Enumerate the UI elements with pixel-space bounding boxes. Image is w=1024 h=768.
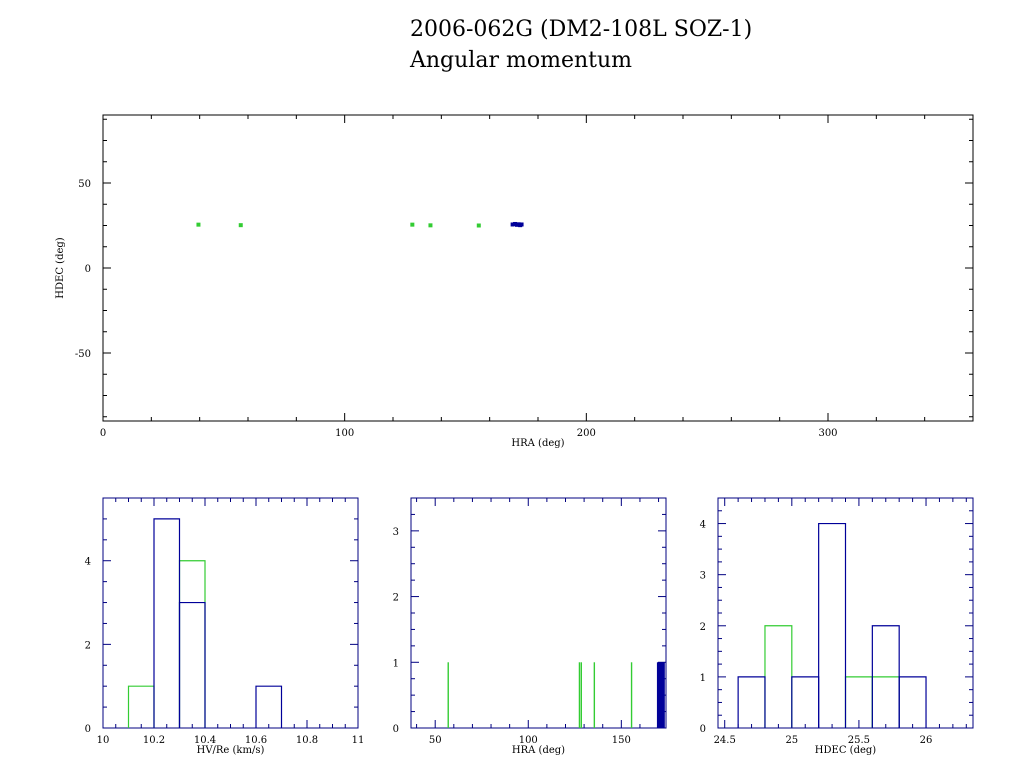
histogram-bar-blue — [737, 676, 766, 728]
title-block: 2006-062G (DM2-108L SOZ-1) Angular momen… — [410, 14, 752, 76]
y-tick-label: 0 — [393, 724, 399, 735]
x-tick-label: 0 — [100, 428, 106, 439]
x-tick-label: 25 — [785, 735, 798, 746]
y-tick-label: 3 — [700, 571, 706, 582]
x-axis-label: HV/Re (km/s) — [197, 745, 265, 756]
y-tick-label: 0 — [85, 264, 91, 275]
panel-0: 0 100 200 300 -50 0 50 HRA (deg) HDEC (deg) — [55, 114, 974, 449]
scatter-point-green — [428, 223, 433, 228]
plot-frame — [102, 114, 974, 422]
panel-3: 24.5 25 25.5 26 0 1 2 3 4 HDEC (deg) — [700, 497, 974, 756]
scatter-point-green — [476, 223, 481, 228]
x-tick-label: 10.2 — [143, 735, 165, 746]
x-tick-label: 100 — [519, 735, 538, 746]
x-axis-label: HRA (deg) — [511, 438, 564, 449]
panel-2: 50 100 150 0 1 2 3 HRA (deg) — [393, 497, 667, 756]
y-tick-label: -50 — [75, 349, 91, 360]
x-tick-label: 11 — [352, 735, 365, 746]
chart-title: 2006-062G (DM2-108L SOZ-1) — [410, 17, 753, 42]
x-tick-label: 150 — [612, 735, 631, 746]
x-tick-label: 26 — [920, 735, 933, 746]
scatter-point-green — [238, 223, 243, 228]
x-tick-label: 200 — [577, 428, 596, 439]
histogram-bar-blue — [791, 676, 820, 728]
plot-frame — [410, 497, 667, 729]
x-tick-label: 24.5 — [714, 735, 736, 746]
x-tick-label: 25.5 — [848, 735, 870, 746]
x-axis-label: HDEC (deg) — [815, 745, 876, 756]
y-axis-label: HDEC (deg) — [55, 237, 66, 298]
x-tick-label: 300 — [818, 428, 837, 439]
scatter-point-green — [410, 222, 415, 227]
panel-1: 10 10.2 10.4 10.6 10.8 11 0 2 4 HV/Re (km/s) — [85, 497, 365, 756]
y-tick-label: 0 — [700, 724, 706, 735]
y-tick-label: 4 — [700, 520, 706, 531]
x-tick-label: 50 — [429, 735, 442, 746]
x-tick-label: 10.4 — [194, 735, 216, 746]
y-tick-label: 2 — [393, 593, 399, 604]
histogram-bar-blue — [898, 676, 927, 728]
x-axis-label: HRA (deg) — [512, 745, 565, 756]
x-tick-label: 100 — [335, 428, 354, 439]
x-tick-label: 10 — [97, 735, 110, 746]
y-tick-label: 50 — [78, 179, 91, 190]
y-tick-label: 0 — [85, 724, 91, 735]
plot-frame — [102, 497, 359, 729]
y-tick-label: 1 — [393, 658, 399, 669]
x-tick-label: 10.8 — [296, 735, 318, 746]
y-tick-label: 1 — [700, 673, 706, 684]
scatter-point-blue — [519, 222, 524, 227]
histogram-bar-green — [871, 676, 900, 728]
histogram-bar-blue — [178, 601, 206, 728]
histogram-bar-blue — [153, 518, 181, 728]
histogram-bar-blue — [818, 522, 847, 728]
y-tick-label: 2 — [700, 622, 706, 633]
scatter-point-blue — [510, 222, 515, 227]
y-tick-label: 3 — [393, 527, 399, 538]
x-tick-label: 10.6 — [245, 735, 267, 746]
histogram-bar-green — [764, 625, 793, 728]
histogram-bar-green — [178, 560, 206, 728]
histogram-bar-blue — [255, 685, 283, 728]
y-tick-label: 2 — [85, 640, 91, 651]
histogram-bar-green — [127, 685, 155, 728]
scatter-point-green — [196, 222, 201, 227]
y-tick-label: 4 — [85, 557, 91, 568]
chart-subtitle: Angular momentum — [410, 48, 632, 73]
